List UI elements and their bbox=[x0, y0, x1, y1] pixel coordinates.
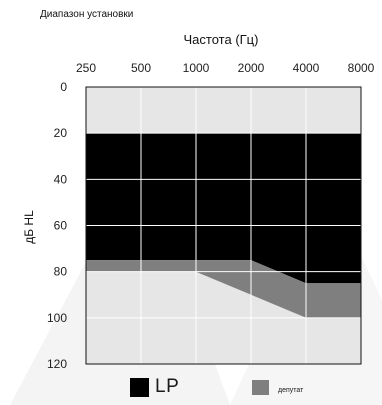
chart-caption: Диапазон установки bbox=[40, 9, 134, 20]
legend-item-deputat: депутат bbox=[252, 377, 303, 397]
y-tick-label: 40 bbox=[54, 172, 68, 186]
region-deputat bbox=[86, 260, 361, 318]
legend-label-deputat: депутат bbox=[278, 386, 304, 394]
x-tick-label: 500 bbox=[131, 61, 151, 75]
x-tick-label: 2000 bbox=[238, 61, 265, 75]
x-tick-label: 250 bbox=[76, 61, 96, 75]
legend-swatch-deputat bbox=[252, 379, 269, 395]
y-tick-label: 60 bbox=[54, 219, 68, 233]
y-tick-label: 100 bbox=[47, 311, 67, 325]
plot-frame bbox=[85, 86, 362, 365]
x-tick-label: 4000 bbox=[293, 61, 320, 75]
y-tick-label: 0 bbox=[60, 80, 67, 94]
x-tick-label: 8000 bbox=[348, 61, 375, 75]
legend-label-lp: LP bbox=[155, 376, 180, 397]
legend-swatch-lp bbox=[130, 377, 149, 397]
y-axis-title: дБ HL bbox=[22, 210, 36, 244]
x-axis-title: Частота (Гц) bbox=[184, 32, 259, 47]
legend-item-lp: LP bbox=[130, 376, 180, 397]
y-tick-label: 20 bbox=[54, 126, 68, 140]
y-tick-label: 120 bbox=[47, 357, 67, 371]
x-tick-label: 1000 bbox=[183, 61, 210, 75]
y-tick-label: 80 bbox=[54, 265, 68, 279]
region-lp bbox=[86, 133, 361, 284]
